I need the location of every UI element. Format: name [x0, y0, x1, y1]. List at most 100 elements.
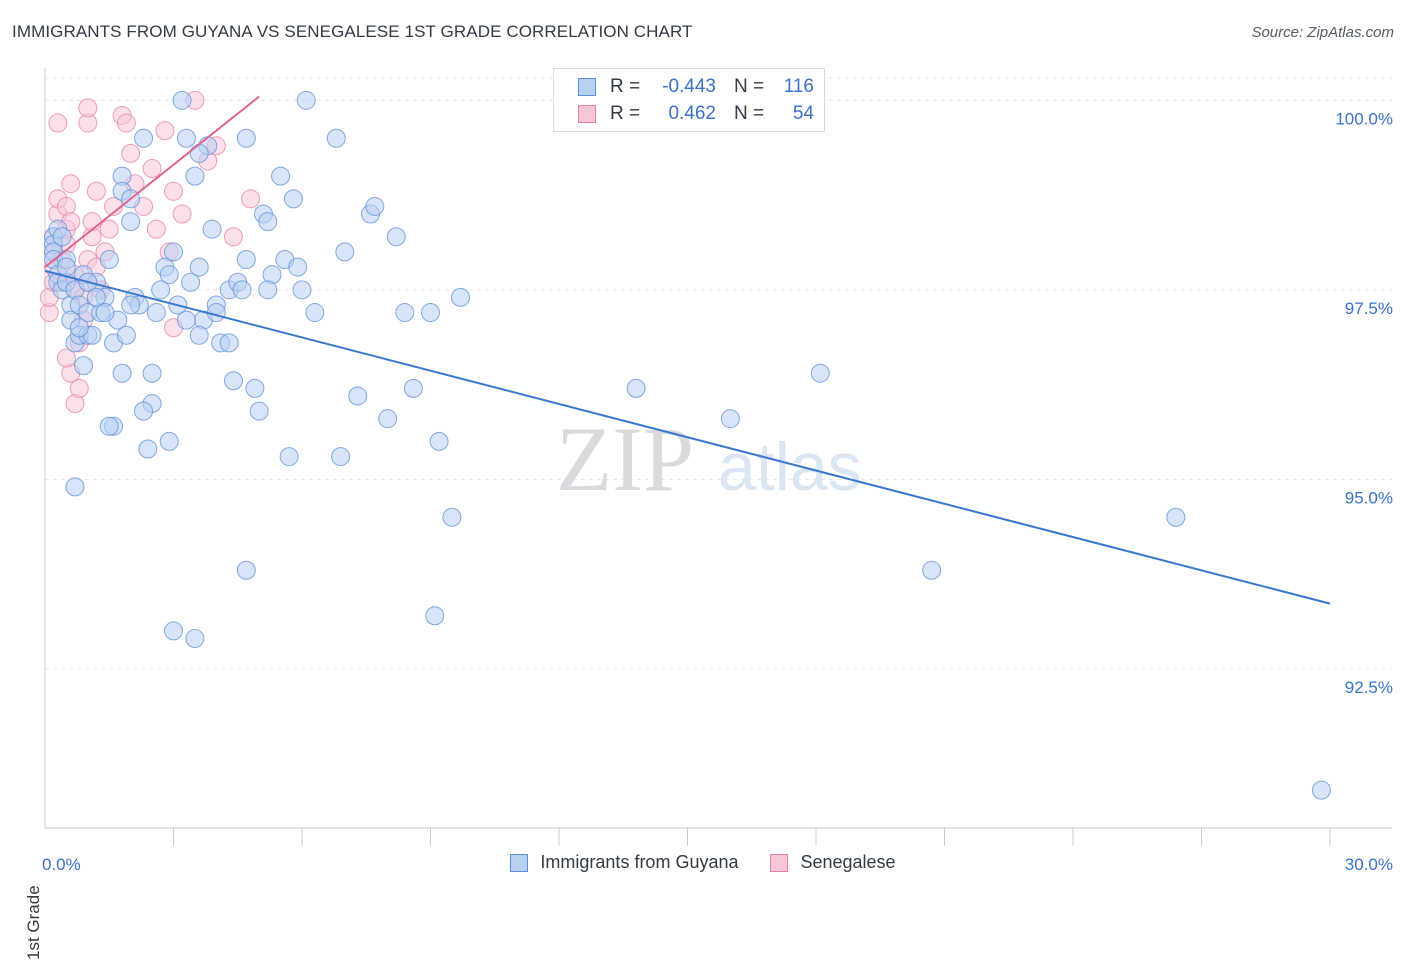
point-guyana: [134, 401, 154, 421]
legend-label-senegalese: Senegalese: [800, 852, 896, 872]
stats-n-value: 54: [792, 103, 814, 124]
point-guyana: [236, 560, 256, 580]
point-guyana: [172, 90, 192, 110]
point-guyana: [52, 227, 72, 247]
point-senegalese: [155, 121, 175, 141]
trend-lines: [44, 95, 1331, 605]
tick-labels: 100.0% 97.5% 95.0% 92.5% 0.0% 30.0%: [42, 109, 1393, 874]
point-guyana: [151, 280, 171, 300]
stats-n-value: 116: [783, 76, 814, 97]
point-guyana: [626, 378, 646, 398]
stats-n-label: N =: [734, 103, 765, 124]
point-guyana: [378, 409, 398, 429]
point-guyana: [335, 242, 355, 262]
point-guyana: [326, 128, 346, 148]
trend-line-guyana: [44, 269, 1331, 605]
point-guyana: [86, 287, 106, 307]
point-guyana: [181, 272, 201, 292]
point-senegalese: [142, 159, 162, 179]
point-senegalese: [241, 189, 261, 209]
stats-r-value: -0.443: [662, 76, 716, 97]
legend-item-guyana[interactable]: Immigrants from Guyana: [510, 852, 738, 873]
stats-r-label: R =: [610, 76, 641, 97]
point-guyana: [245, 378, 265, 398]
point-guyana: [279, 447, 299, 467]
scatter-chart: ZIP atlas 100.0% 97.5% 95.0% 92.5% 0.0% 30.0%: [39, 68, 1393, 874]
stats-swatch-senegalese: [578, 105, 596, 123]
stats-box: R = -0.443 N = 116 R = 0.462 N = 54: [553, 68, 825, 132]
stats-n-label: N =: [734, 76, 765, 97]
point-guyana: [258, 212, 278, 232]
point-guyana: [271, 166, 291, 186]
stats-swatch-guyana: [578, 78, 596, 96]
point-guyana: [189, 325, 209, 345]
point-senegalese: [172, 204, 192, 224]
point-guyana: [134, 128, 154, 148]
point-guyana: [283, 189, 303, 209]
x-tick-label: 0.0%: [42, 855, 81, 874]
point-guyana: [116, 325, 136, 345]
point-senegalese: [116, 113, 136, 133]
legend-label-guyana: Immigrants from Guyana: [540, 852, 739, 872]
point-guyana: [69, 318, 89, 338]
point-guyana: [99, 416, 119, 436]
point-guyana: [185, 166, 205, 186]
point-guyana: [74, 356, 94, 376]
point-guyana: [720, 409, 740, 429]
axes: [44, 68, 1392, 846]
point-guyana: [202, 219, 222, 239]
point-guyana: [146, 303, 166, 323]
point-guyana: [403, 378, 423, 398]
point-guyana: [142, 363, 162, 383]
y-tick-label: 97.5%: [1345, 299, 1393, 318]
point-guyana: [189, 143, 209, 163]
point-senegalese: [223, 227, 243, 247]
point-guyana: [164, 621, 183, 641]
point-guyana: [121, 212, 141, 232]
point-guyana: [236, 128, 256, 148]
point-guyana: [386, 227, 406, 247]
stats-r-value: 0.462: [668, 103, 716, 124]
watermark-zip: ZIP: [556, 408, 694, 510]
point-guyana: [219, 333, 239, 353]
point-senegalese: [99, 219, 119, 239]
point-guyana: [296, 90, 316, 110]
point-guyana: [331, 447, 351, 467]
chart-title: IMMIGRANTS FROM GUYANA VS SENEGALESE 1ST…: [12, 22, 693, 41]
legend: Immigrants from Guyana Senegalese: [0, 852, 1406, 873]
point-guyana: [292, 280, 312, 300]
point-guyana: [112, 363, 132, 383]
chart-source: Source: ZipAtlas.com: [1251, 24, 1394, 41]
watermark: ZIP atlas: [556, 408, 862, 510]
point-guyana: [121, 295, 141, 315]
point-guyana: [56, 257, 76, 277]
point-guyana: [395, 303, 415, 323]
point-guyana: [164, 242, 183, 262]
y-tick-label: 95.0%: [1345, 488, 1393, 507]
point-guyana: [1311, 780, 1331, 800]
stats-row-senegalese: R = 0.462 N = 54: [554, 101, 814, 127]
point-guyana: [258, 280, 278, 300]
point-senegalese: [48, 113, 68, 133]
point-senegalese: [56, 348, 76, 368]
point-guyana: [159, 265, 179, 285]
point-guyana: [236, 250, 256, 269]
legend-swatch-senegalese: [770, 853, 789, 872]
point-guyana: [305, 303, 325, 323]
point-guyana: [223, 371, 243, 391]
point-senegalese: [121, 143, 141, 163]
point-guyana: [450, 287, 470, 307]
point-guyana: [176, 310, 196, 330]
stats-row-guyana: R = -0.443 N = 116: [554, 74, 814, 100]
legend-swatch-guyana: [510, 853, 529, 872]
legend-item-senegalese[interactable]: Senegalese: [770, 852, 896, 873]
point-senegalese: [69, 378, 89, 398]
point-guyana: [206, 303, 226, 323]
point-guyana: [810, 363, 830, 383]
point-guyana: [99, 250, 119, 269]
point-senegalese: [82, 212, 102, 232]
point-guyana: [288, 257, 308, 277]
grid-lines: [45, 77, 1392, 670]
point-guyana: [95, 303, 115, 323]
point-guyana: [138, 439, 158, 459]
